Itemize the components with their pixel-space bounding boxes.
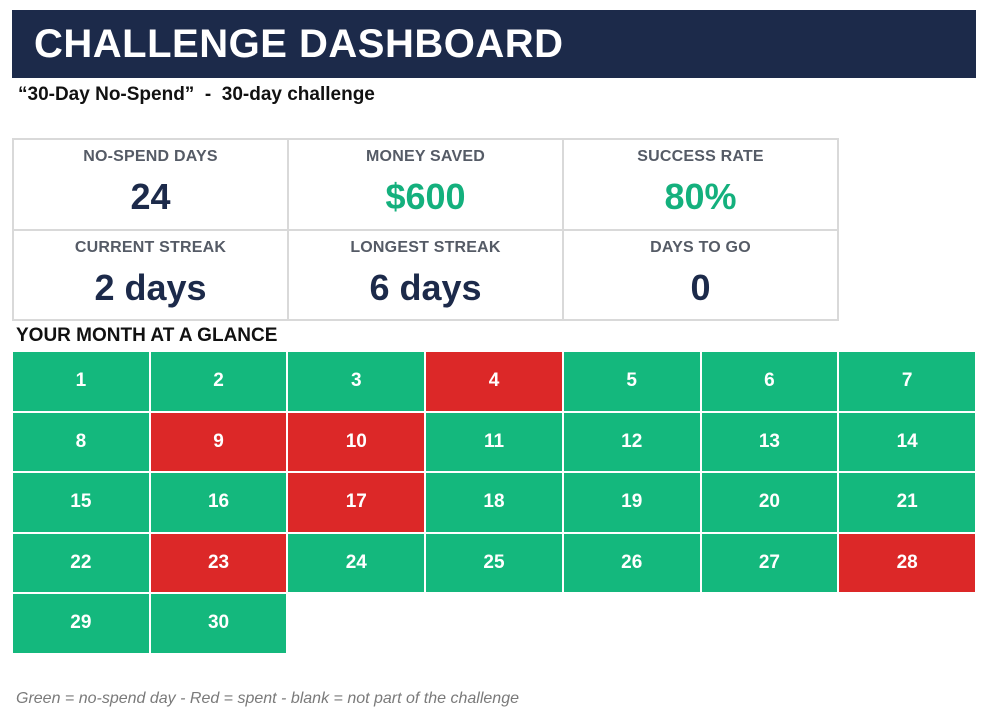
stat-label: MONEY SAVED — [366, 148, 485, 165]
calendar-day-4: 4 — [425, 351, 563, 412]
calendar-day-30: 30 — [149, 593, 288, 654]
stat-value: 80% — [664, 176, 737, 217]
calendar-day-25: 25 — [425, 532, 563, 593]
calendar-day-20: 20 — [700, 472, 839, 533]
dashboard-header: CHALLENGE DASHBOARD — [12, 10, 976, 78]
stat-label: SUCCESS RATE — [637, 148, 764, 165]
stat-label: DAYS TO GO — [650, 238, 751, 256]
stats-panel: NO-SPEND DAYS 24 MONEY SAVED $600 SUCCES… — [12, 138, 839, 321]
calendar-day-12: 12 — [562, 411, 701, 472]
calendar-day-28: 28 — [838, 532, 976, 593]
stat-value: 2 days — [94, 266, 207, 308]
stat-success-rate: SUCCESS RATE 80% — [563, 139, 838, 230]
stat-longest-streak: LONGEST STREAK 6 days — [288, 229, 563, 320]
calendar-day-7: 7 — [838, 351, 976, 412]
stat-value: 0 — [690, 266, 711, 308]
legend-note: Green = no-spend day - Red = spent - bla… — [16, 690, 519, 707]
stat-current-streak: CURRENT STREAK 2 days — [13, 229, 288, 320]
calendar-day-15: 15 — [12, 472, 150, 533]
stat-label: NO-SPEND DAYS — [83, 148, 218, 165]
calendar-day-21: 21 — [838, 472, 976, 533]
calendar-day-2: 2 — [149, 351, 288, 412]
calendar-day-14: 14 — [838, 411, 976, 472]
calendar-day-8: 8 — [12, 411, 150, 472]
calendar-day-16: 16 — [149, 472, 288, 533]
stat-label: LONGEST STREAK — [350, 238, 501, 256]
calendar-day-17: 17 — [287, 472, 426, 533]
calendar-day-11: 11 — [425, 411, 563, 472]
calendar-day-3: 3 — [287, 351, 426, 412]
stat-value: $600 — [385, 176, 466, 217]
stat-no-spend-days: NO-SPEND DAYS 24 — [13, 139, 288, 230]
calendar-day-10: 10 — [287, 411, 426, 472]
calendar-day-9: 9 — [149, 411, 288, 472]
page-title: CHALLENGE DASHBOARD — [34, 21, 564, 66]
stat-value: 6 days — [369, 266, 482, 308]
calendar-day-26: 26 — [562, 532, 701, 593]
calendar-title: YOUR MONTH AT A GLANCE — [16, 325, 278, 346]
calendar-day-18: 18 — [425, 472, 563, 533]
calendar-day-23: 23 — [149, 532, 288, 593]
stat-value: 24 — [130, 176, 171, 217]
calendar-day-13: 13 — [700, 411, 839, 472]
calendar-grid: 1 2 3 4 5 6 7 8 9 10 11 12 13 14 15 16 17 18 19 20 21 22 23 24 2… — [12, 351, 976, 654]
calendar-day-29: 29 — [12, 593, 150, 654]
calendar-day-5: 5 — [562, 351, 701, 412]
challenge-subtitle: “30-Day No-Spend” - 30-day challenge — [18, 84, 375, 105]
calendar-day-27: 27 — [700, 532, 839, 593]
calendar-day-22: 22 — [12, 532, 150, 593]
stat-label: CURRENT STREAK — [74, 238, 227, 256]
calendar-day-24: 24 — [287, 532, 426, 593]
calendar-day-6: 6 — [700, 351, 839, 412]
calendar-day-19: 19 — [562, 472, 701, 533]
calendar-day-1: 1 — [12, 351, 150, 412]
stat-money-saved: MONEY SAVED $600 — [288, 139, 563, 230]
stat-days-to-go: DAYS TO GO 0 — [563, 229, 838, 320]
